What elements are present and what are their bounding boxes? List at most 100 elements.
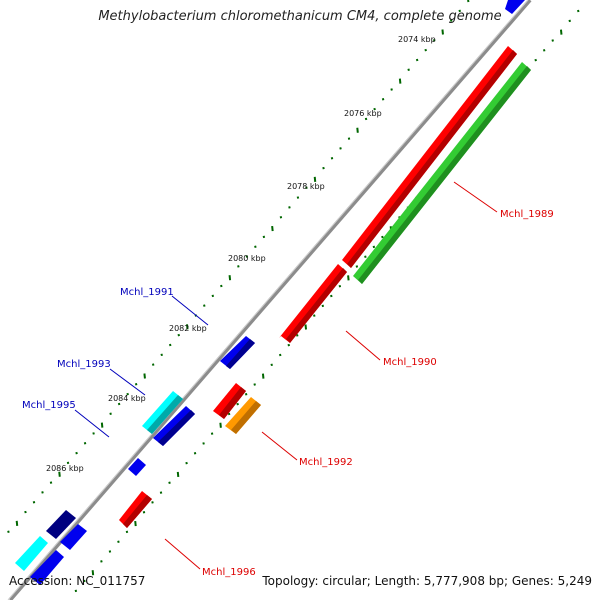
outer-tick [296,334,299,337]
outer-tick [125,530,129,534]
gene-blue-1994-shade [158,410,195,446]
outer-tick [270,363,273,367]
inner-tick [100,422,104,428]
outer-tick [244,393,248,396]
inner-tick [245,255,249,258]
outer-tick [134,520,137,527]
inner-tick [186,324,189,330]
label-mchl-1993: Mchl_1993 [57,359,111,370]
accession-text: Accession: NC_011757 [9,574,146,588]
gene-leader-lines [74,181,498,570]
inner-tick [458,9,461,13]
leader-mchl-1989 [453,181,498,213]
inner-tick [32,500,36,504]
inner-tick [424,48,427,52]
outer-tick [83,579,86,583]
genome-backbone [8,0,532,602]
inner-tick [313,176,317,183]
outer-tick [534,58,537,62]
genome-backbone-highlight [7,0,529,601]
gene-navy [46,510,76,539]
inner-tick [134,383,138,386]
inner-tick [75,451,78,455]
label-mchl-1989: Mchl_1989 [500,209,554,220]
inner-tick [66,461,70,465]
inner-tick [126,392,129,396]
inner-tick [449,19,453,22]
inner-tick [262,235,266,239]
inner-tick [220,284,223,288]
scale-label: 2074 kbp [398,35,436,44]
outer-tick [279,353,282,357]
outer-tick [227,412,231,416]
outer-tick [236,402,239,406]
inner-tick [347,137,351,140]
outer-tick [108,550,112,553]
outer-tick [168,481,171,484]
outer-tick [568,19,571,23]
outer-tick [159,491,163,494]
outer-tick [313,314,316,317]
inner-tick [109,412,112,416]
outer-tick [559,29,563,35]
inner-tick [254,245,257,248]
inner-tick [330,157,334,160]
label-mchl-1991: Mchl_1991 [120,287,174,298]
outer-tick [210,432,214,435]
inner-tick [441,29,444,35]
outer-tick [74,589,78,593]
inner-tick [398,78,402,84]
scale-label: 2082 kbp [169,324,207,333]
outer-tick [542,49,546,52]
outer-tick [253,383,256,386]
outer-tick [193,452,197,455]
gene-mchl-1992-shade [231,401,261,434]
inner-tick [92,432,95,435]
outer-tick [321,304,325,308]
gene-mchl-1996-shade [123,495,152,528]
outer-tick [551,39,554,42]
gene-blue-lower [60,524,87,550]
scale-label: 2086 kbp [46,464,84,473]
outer-tick [330,294,333,298]
inner-tick [24,510,27,514]
inner-tick [151,363,155,366]
inner-tick [169,343,172,347]
inner-tick [237,265,240,268]
inner-tick [305,186,308,189]
outer-tick [142,510,146,514]
gene-mchl-1992a-shade [219,387,246,419]
inner-tick [381,98,385,101]
outer-tick [381,235,384,239]
outer-tick [100,560,103,563]
inner-tick [407,68,410,72]
scale-labels: 2074 kbp 2076 kbp 2078 kbp 2080 kbp 2082 kbp… [46,35,436,473]
outer-tick [202,442,205,445]
gene-mchl-1991-shade [226,339,255,369]
gene-mchl-1989-shade [347,50,517,268]
leader-mchl-1992 [261,431,298,461]
scale-label: 2080 kbp [228,254,266,263]
outer-tick [364,255,367,258]
inner-tick [7,530,10,533]
inner-tick [356,127,359,133]
inner-tick [467,0,470,3]
inner-tick [415,58,419,62]
inner-tick [271,225,274,232]
inner-tick [143,373,146,379]
gene-mchl-1990 [279,264,347,343]
outer-tick [347,275,350,281]
inner-tick [432,39,436,42]
leader-mchl-1991 [171,295,209,326]
map-title: Methylobacterium chloromethanicum CM4, c… [98,9,502,24]
scale-label: 2076 kbp [344,109,382,118]
inner-tick [41,491,44,494]
inner-tick [15,520,19,526]
leader-mchl-1996 [164,538,201,570]
gene-blue-bottom [30,550,64,585]
inner-tick [322,166,325,170]
inner-tick [373,107,376,111]
scale-label: 2084 kbp [108,394,146,403]
gene-mchl-1993-shade [147,395,183,434]
